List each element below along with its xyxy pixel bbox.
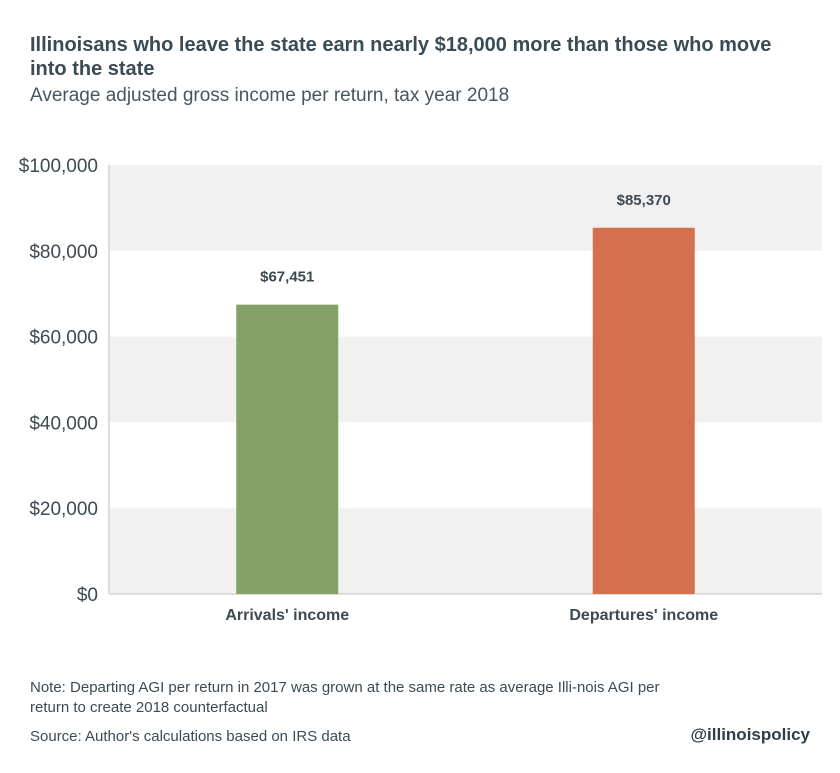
grid-band [109, 508, 822, 594]
grid-band [109, 336, 822, 423]
bar-chart: $0 $20,000 $40,000 $60,000 $80,000 $100,000 $… [19, 156, 822, 624]
y-tick-label: $100,000 [19, 156, 98, 177]
data-labels: $67,451 $85,370 [260, 192, 671, 286]
grid-bands [109, 165, 822, 594]
data-label: $85,370 [617, 192, 671, 209]
bar [236, 304, 339, 594]
y-tick-label: $20,000 [29, 499, 98, 520]
chart-title: Illinoisans who leave the state earn nea… [30, 34, 772, 80]
footnote: Note: Departing AGI per return in 2017 w… [30, 679, 660, 716]
x-tick-label: Arrivals' income [225, 607, 349, 624]
y-tick-label: $60,000 [29, 328, 98, 349]
data-label: $67,451 [260, 269, 314, 286]
chart-subtitle: Average adjusted gross income per return… [30, 85, 510, 106]
bar [592, 227, 695, 594]
y-tick-label: $40,000 [29, 413, 98, 434]
x-tick-labels: Arrivals' income Departures' income [225, 607, 718, 624]
grid-band [109, 165, 822, 251]
y-tick-label: $80,000 [29, 242, 98, 263]
source-line: Source: Author's calculations based on I… [30, 728, 351, 745]
y-tick-labels: $0 $20,000 $40,000 $60,000 $80,000 $100,000 [19, 156, 98, 606]
bars [236, 227, 695, 594]
y-tick-label: $0 [77, 585, 98, 606]
grid-band [109, 422, 822, 509]
brand-handle: @illinoispolicy [690, 725, 810, 744]
grid-band [109, 250, 822, 337]
axes [108, 165, 822, 595]
x-tick-label: Departures' income [569, 607, 718, 624]
